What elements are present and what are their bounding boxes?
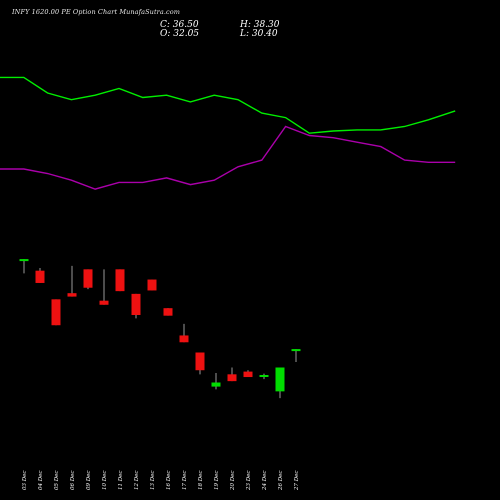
close-value: C: 36.50 [160, 20, 199, 30]
bear-candle-body [179, 335, 189, 343]
candle [99, 269, 109, 305]
x-tick-label: 16 Dec [166, 471, 172, 491]
candles [19, 259, 301, 399]
candle [211, 372, 221, 390]
x-tick-label: 09 Dec [86, 471, 92, 491]
bull-candle-body [211, 382, 221, 387]
candle [83, 269, 93, 290]
bear-candle-body [131, 293, 141, 315]
candle [163, 308, 173, 316]
open-value: O: 32.05 [160, 29, 200, 39]
x-tick-label: 13 Dec [150, 471, 156, 491]
candle [35, 267, 45, 283]
bull-candle-body [259, 375, 269, 377]
upper-indicator-line [0, 76, 456, 134]
x-tick-label: 03 Dec [22, 471, 28, 491]
bear-candle-body [147, 279, 157, 291]
bear-candle-body [243, 371, 253, 378]
candle [275, 367, 285, 399]
candle [19, 259, 29, 274]
chart-title: INFY 1620.00 PE Option Chart MunafaSutra… [12, 8, 181, 16]
candle [243, 370, 253, 378]
x-tick-label: 11 Dec [118, 471, 124, 491]
x-tick-label: 26 Dec [278, 471, 284, 492]
candle [51, 299, 61, 326]
x-tick-label: 23 Dec [246, 471, 252, 492]
x-tick-label: 19 Dec [214, 471, 220, 491]
x-tick-label: 20 Dec [230, 471, 236, 492]
x-tick-label: 06 Dec [70, 471, 76, 491]
bear-candle-body [83, 269, 93, 288]
high-value: H: 38.30 [240, 20, 280, 30]
bull-candle-body [275, 367, 285, 392]
candle [131, 293, 141, 319]
candle [147, 279, 157, 291]
bull-candle-body [291, 349, 301, 352]
candle [67, 265, 77, 297]
x-tick-label: 24 Dec [262, 471, 268, 492]
x-tick-label: 04 Dec [38, 471, 44, 491]
bull-candle-body [19, 259, 29, 262]
bear-candle-body [115, 269, 125, 292]
bear-candle-body [227, 374, 237, 382]
bear-candle-body [163, 308, 173, 316]
candle [115, 269, 125, 292]
x-tick-label: 27 Dec [294, 471, 300, 492]
bear-candle-body [35, 270, 45, 283]
bear-candle-body [67, 293, 77, 297]
candle [179, 323, 189, 343]
indicator-lines [0, 76, 456, 190]
candle [291, 349, 301, 363]
x-tick-label: 10 Dec [102, 471, 108, 491]
x-tick-label: 05 Dec [54, 471, 60, 491]
bear-candle-body [195, 352, 205, 371]
x-tick-label: 17 Dec [182, 471, 188, 491]
x-axis-labels: 03 Dec 04 Dec 05 Dec 06 Dec 09 Dec 10 Dec 11 D… [22, 471, 300, 492]
lower-indicator-line [0, 125, 456, 190]
candle [227, 367, 237, 382]
candle [195, 352, 205, 375]
candle [259, 373, 269, 380]
bear-candle-body [99, 300, 109, 305]
x-tick-label: 18 Dec [198, 471, 204, 491]
bear-candle-body [51, 299, 61, 326]
low-value: L: 30.40 [240, 29, 278, 39]
x-tick-label: 12 Dec [134, 471, 140, 491]
